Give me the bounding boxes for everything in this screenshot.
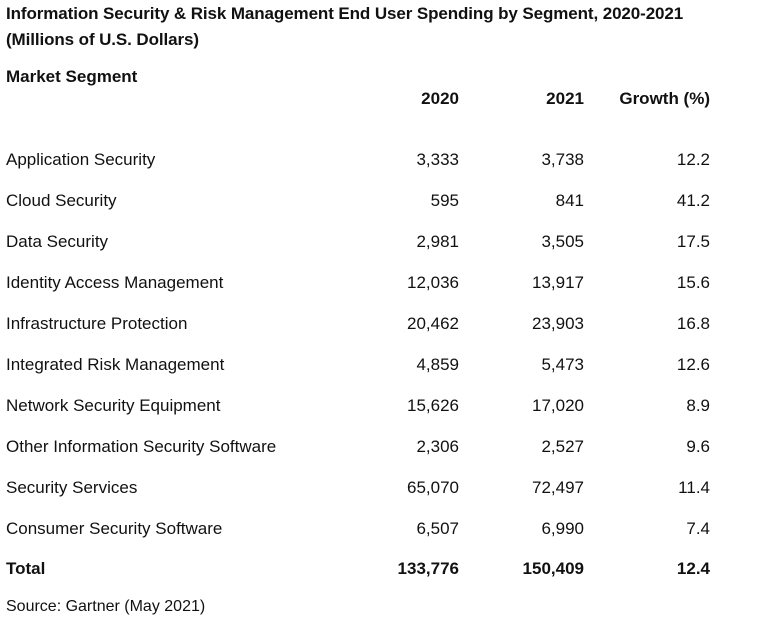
value-2020-cell: 12,036 (407, 273, 459, 292)
growth-cell: 12.2 (676, 150, 710, 169)
growth-cell: 12.6 (676, 355, 710, 374)
value-2021-cell: 841 (555, 191, 584, 210)
table-row: Identity Access Management 12,036 13,917… (0, 262, 770, 303)
value-2020-cell: 20,462 (407, 314, 459, 333)
segment-cell: Data Security (6, 232, 109, 251)
table-row: Application Security 3,333 3,738 12.2 (0, 139, 770, 180)
value-2020-cell: 2,981 (416, 232, 459, 251)
source-note: Source: Gartner (May 2021) (6, 598, 206, 615)
header-2020: 2020 (421, 89, 459, 108)
value-2021-cell: 6,990 (541, 519, 584, 538)
segment-cell: Integrated Risk Management (6, 355, 225, 374)
value-2020-cell: 15,626 (407, 396, 459, 415)
value-2021-cell: 5,473 (541, 355, 584, 374)
value-2020-cell: 3,333 (416, 150, 459, 169)
value-2021-cell: 17,020 (532, 396, 584, 415)
value-2020-cell: 4,859 (416, 355, 459, 374)
value-2020-cell: 2,306 (416, 437, 459, 456)
segment-cell: Infrastructure Protection (6, 314, 188, 333)
segment-cell: Consumer Security Software (6, 519, 223, 538)
growth-cell: 8.9 (686, 396, 710, 415)
growth-cell: 17.5 (676, 232, 710, 251)
table-title-line-1: Information Security & Risk Management E… (6, 4, 684, 23)
header-market-segment: Market Segment (6, 67, 138, 86)
table-row: Consumer Security Software 6,507 6,990 7… (0, 508, 770, 549)
total-growth: 12.4 (676, 559, 710, 578)
value-2020-cell: 6,507 (416, 519, 459, 538)
growth-cell: 15.6 (676, 273, 710, 292)
growth-cell: 41.2 (676, 191, 710, 210)
table-title-line-2: (Millions of U.S. Dollars) (6, 30, 199, 49)
value-2021-cell: 2,527 (541, 437, 584, 456)
segment-cell: Other Information Security Software (6, 437, 277, 456)
table-body: Application Security 3,333 3,738 12.2 Cl… (0, 139, 770, 549)
growth-cell: 11.4 (678, 478, 710, 497)
segment-cell: Application Security (6, 150, 156, 169)
header-growth: Growth (%) (619, 89, 710, 108)
header-2021: 2021 (546, 89, 584, 108)
segment-cell: Security Services (6, 478, 138, 497)
value-2021-cell: 72,497 (532, 478, 584, 497)
segment-cell: Network Security Equipment (6, 396, 221, 415)
table-row: Network Security Equipment 15,626 17,020… (0, 385, 770, 426)
total-2021: 150,409 (522, 559, 584, 578)
growth-cell: 7.4 (686, 519, 710, 538)
table-row: Other Information Security Software 2,30… (0, 426, 770, 467)
table-row: Integrated Risk Management 4,859 5,473 1… (0, 344, 770, 385)
value-2021-cell: 3,505 (541, 232, 584, 251)
value-2021-cell: 13,917 (532, 273, 584, 292)
table-row: Data Security 2,981 3,505 17.5 (0, 221, 770, 262)
total-row: Total 133,776 150,409 12.4 (0, 548, 770, 589)
table-row: Infrastructure Protection 20,462 23,903 … (0, 303, 770, 344)
table-row: Security Services 65,070 72,497 11.4 (0, 467, 770, 508)
table-title: Information Security & Risk Management E… (6, 1, 766, 53)
table-row: Cloud Security 595 841 41.2 (0, 180, 770, 221)
value-2021-cell: 23,903 (532, 314, 584, 333)
value-2020-cell: 595 (430, 191, 459, 210)
growth-cell: 9.6 (686, 437, 710, 456)
segment-cell: Identity Access Management (6, 273, 224, 292)
total-2020: 133,776 (397, 559, 459, 578)
value-2021-cell: 3,738 (541, 150, 584, 169)
value-2020-cell: 65,070 (407, 478, 459, 497)
growth-cell: 16.8 (676, 314, 710, 333)
total-label: Total (6, 559, 46, 578)
segment-cell: Cloud Security (6, 191, 117, 210)
